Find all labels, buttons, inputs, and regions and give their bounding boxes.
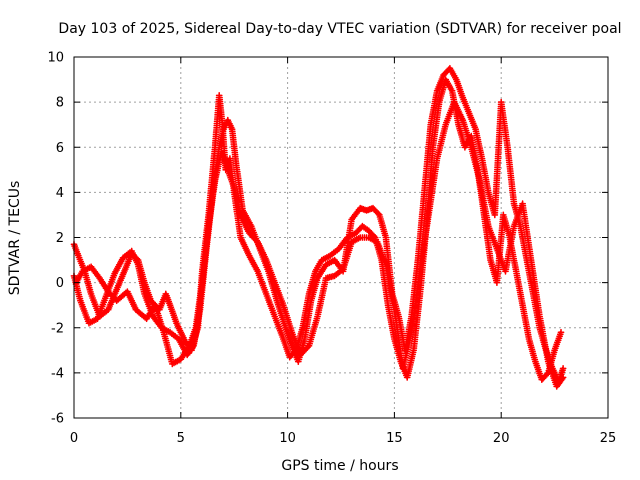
series-track-c [72,98,567,390]
x-tick-label: 25 [600,431,617,446]
x-axis-label: GPS time / hours [281,458,398,474]
y-tick-label: 2 [56,231,64,246]
x-tick-label: 20 [493,431,510,446]
x-tick-label: 5 [177,431,185,446]
y-axis-ticks: -6 -4 -2 0 2 4 6 8 10 [47,51,608,427]
grid [74,57,608,418]
x-tick-label: 0 [70,431,78,446]
chart-title: Day 103 of 2025, Sidereal Day-to-day VTE… [58,21,621,37]
x-tick-label: 15 [386,431,403,446]
y-tick-label: -2 [51,321,64,336]
y-tick-label: 0 [56,276,64,291]
series-track-b [70,64,567,386]
y-tick-label: 6 [56,141,64,156]
x-tick-label: 10 [279,431,296,446]
data-series [70,64,567,390]
series-markers [70,64,567,386]
y-tick-label: -6 [51,412,64,427]
y-tick-label: 10 [47,51,64,66]
x-axis-ticks: 0 5 10 15 20 25 [70,57,616,446]
y-tick-label: -4 [51,366,64,381]
y-tick-label: 8 [56,96,64,111]
series-markers [72,98,567,390]
y-tick-label: 4 [56,186,64,201]
y-axis-label: SDTVAR / TECUs [7,181,23,296]
